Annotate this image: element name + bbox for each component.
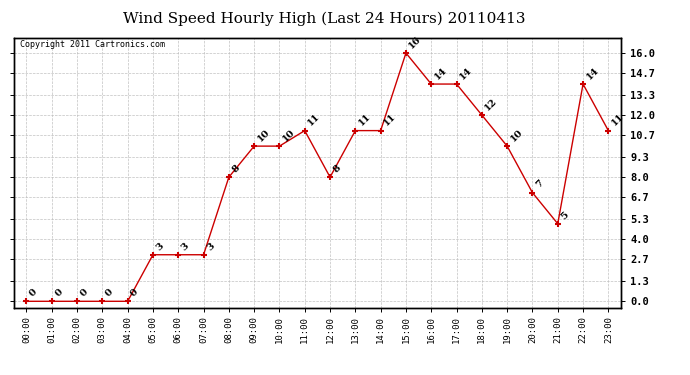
Text: 5: 5 [559, 210, 570, 221]
Text: 8: 8 [230, 163, 241, 174]
Text: 11: 11 [382, 112, 397, 128]
Text: 3: 3 [155, 241, 166, 252]
Text: 10: 10 [509, 128, 524, 143]
Text: 11: 11 [610, 112, 625, 128]
Text: Wind Speed Hourly High (Last 24 Hours) 20110413: Wind Speed Hourly High (Last 24 Hours) 2… [123, 11, 526, 26]
Text: 0: 0 [129, 287, 140, 298]
Text: 0: 0 [53, 287, 64, 298]
Text: 11: 11 [306, 112, 322, 128]
Text: 14: 14 [584, 66, 600, 81]
Text: 3: 3 [179, 241, 190, 252]
Text: 11: 11 [357, 112, 373, 128]
Text: 3: 3 [205, 241, 216, 252]
Text: 7: 7 [534, 179, 545, 190]
Text: 8: 8 [331, 163, 342, 174]
Text: 0: 0 [104, 287, 115, 298]
Text: 16: 16 [407, 34, 423, 50]
Text: 10: 10 [281, 128, 297, 143]
Text: 14: 14 [433, 66, 448, 81]
Text: Copyright 2011 Cartronics.com: Copyright 2011 Cartronics.com [20, 40, 165, 49]
Text: 14: 14 [458, 66, 474, 81]
Text: 10: 10 [255, 128, 271, 143]
Text: 0: 0 [79, 287, 90, 298]
Text: 12: 12 [483, 96, 499, 112]
Text: 0: 0 [28, 287, 39, 298]
